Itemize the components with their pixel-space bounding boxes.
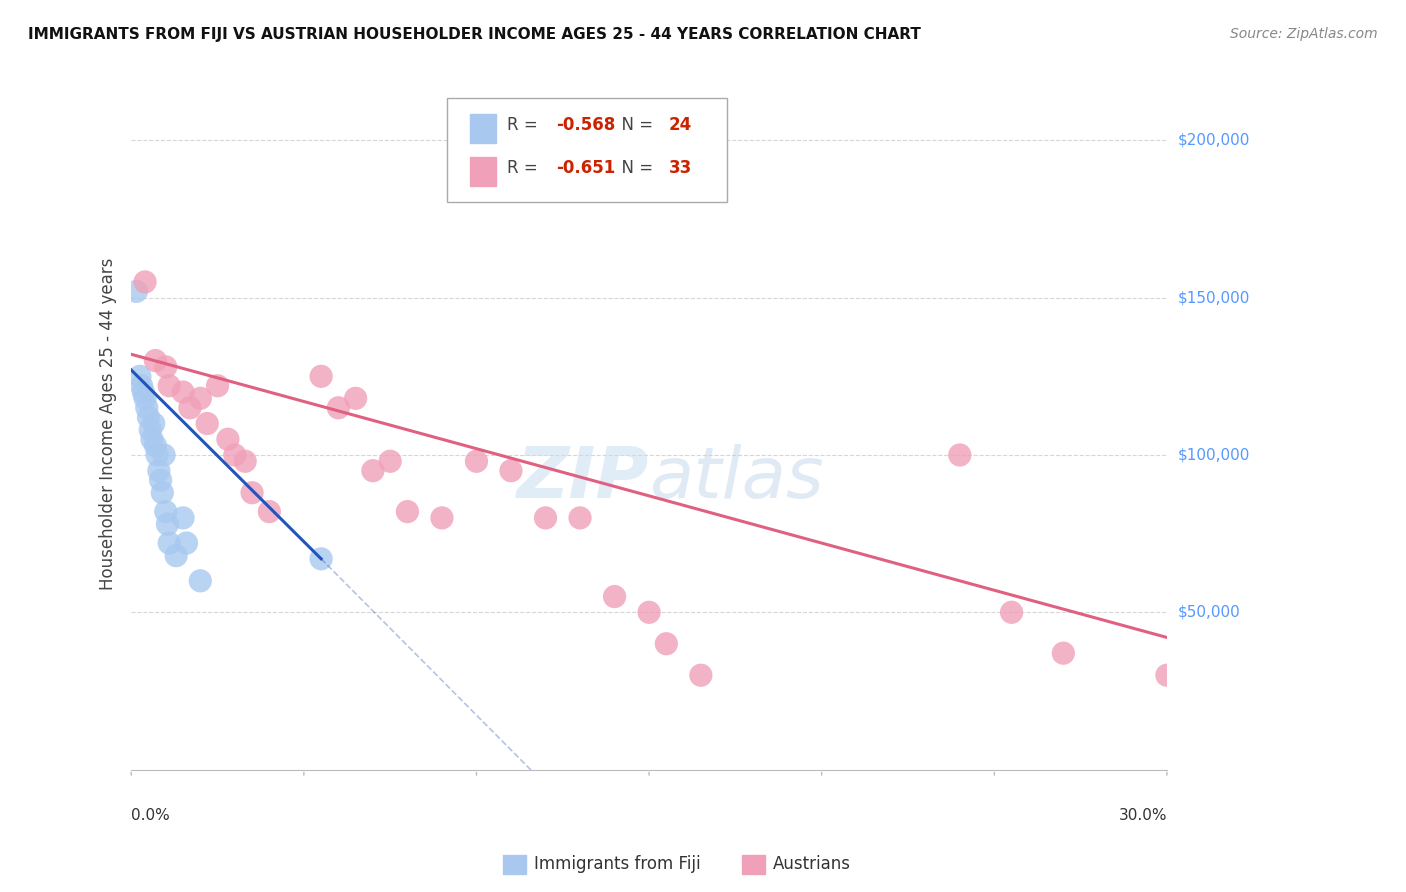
- Point: [157, 536, 180, 550]
- Text: N =: N =: [610, 159, 658, 178]
- Point: [361, 464, 384, 478]
- Text: Immigrants from Fiji: Immigrants from Fiji: [534, 855, 702, 873]
- Point: [141, 432, 163, 446]
- Point: [224, 448, 246, 462]
- Point: [603, 590, 626, 604]
- Point: [134, 275, 156, 289]
- Point: [134, 392, 156, 406]
- Point: [309, 369, 332, 384]
- Point: [207, 378, 229, 392]
- Point: [328, 401, 350, 415]
- Text: IMMIGRANTS FROM FIJI VS AUSTRIAN HOUSEHOLDER INCOME AGES 25 - 44 YEARS CORRELATI: IMMIGRANTS FROM FIJI VS AUSTRIAN HOUSEHO…: [28, 27, 921, 42]
- Point: [150, 485, 173, 500]
- Point: [139, 423, 162, 437]
- Point: [499, 464, 522, 478]
- Point: [259, 505, 281, 519]
- Text: R =: R =: [508, 116, 543, 134]
- Point: [396, 505, 419, 519]
- Point: [569, 511, 592, 525]
- Point: [153, 448, 176, 462]
- Text: $50,000: $50,000: [1178, 605, 1240, 620]
- Point: [465, 454, 488, 468]
- Bar: [470, 114, 496, 143]
- Point: [309, 551, 332, 566]
- Text: -0.568: -0.568: [555, 116, 614, 134]
- Text: ZIP: ZIP: [517, 444, 650, 514]
- Point: [155, 359, 177, 374]
- Point: [430, 511, 453, 525]
- Point: [176, 536, 198, 550]
- Text: 33: 33: [669, 159, 692, 178]
- Point: [128, 369, 150, 384]
- Text: $200,000: $200,000: [1178, 133, 1250, 148]
- Point: [655, 637, 678, 651]
- FancyBboxPatch shape: [447, 98, 727, 202]
- Point: [949, 448, 972, 462]
- Point: [179, 401, 201, 415]
- Point: [188, 392, 211, 406]
- Point: [172, 385, 194, 400]
- Point: [689, 668, 711, 682]
- Point: [233, 454, 256, 468]
- Point: [1000, 605, 1022, 619]
- Point: [1052, 646, 1074, 660]
- Point: [131, 378, 153, 392]
- Point: [534, 511, 557, 525]
- Point: [135, 401, 157, 415]
- Text: Source: ZipAtlas.com: Source: ZipAtlas.com: [1230, 27, 1378, 41]
- Point: [344, 392, 367, 406]
- Point: [240, 485, 263, 500]
- Bar: [470, 157, 496, 186]
- Point: [145, 438, 167, 452]
- Point: [146, 448, 169, 462]
- Point: [155, 505, 177, 519]
- Text: 24: 24: [669, 116, 692, 134]
- Point: [172, 511, 194, 525]
- Text: Austrians: Austrians: [773, 855, 851, 873]
- Point: [380, 454, 402, 468]
- Text: $100,000: $100,000: [1178, 448, 1250, 462]
- Point: [148, 464, 170, 478]
- Point: [1156, 668, 1178, 682]
- Point: [132, 385, 155, 400]
- Point: [142, 417, 165, 431]
- Text: -0.651: -0.651: [555, 159, 614, 178]
- Point: [156, 517, 179, 532]
- Point: [165, 549, 187, 563]
- Point: [138, 410, 160, 425]
- Point: [125, 285, 148, 299]
- Y-axis label: Householder Income Ages 25 - 44 years: Householder Income Ages 25 - 44 years: [100, 257, 117, 590]
- Point: [188, 574, 211, 588]
- Text: $150,000: $150,000: [1178, 290, 1250, 305]
- Point: [217, 432, 239, 446]
- Point: [149, 473, 172, 487]
- Point: [195, 417, 218, 431]
- Text: R =: R =: [508, 159, 543, 178]
- Text: 0.0%: 0.0%: [131, 808, 170, 823]
- Text: 30.0%: 30.0%: [1118, 808, 1167, 823]
- Point: [157, 378, 180, 392]
- Text: N =: N =: [610, 116, 658, 134]
- Point: [145, 353, 167, 368]
- Text: atlas: atlas: [650, 444, 824, 514]
- Point: [638, 605, 661, 619]
